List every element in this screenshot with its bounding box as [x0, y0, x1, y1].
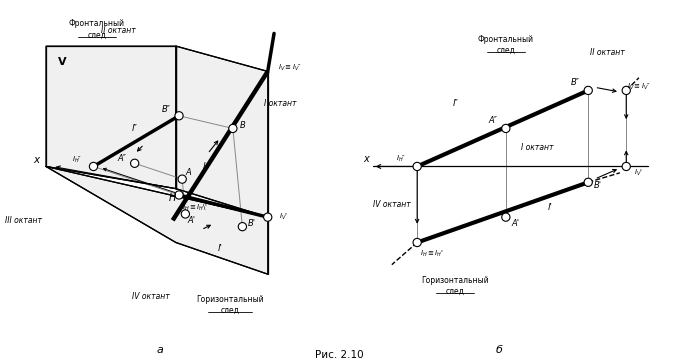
Polygon shape — [46, 46, 176, 189]
Text: A': A' — [187, 216, 196, 225]
Circle shape — [584, 178, 592, 186]
Text: Фронтальный: Фронтальный — [69, 19, 125, 28]
Circle shape — [502, 124, 510, 132]
Text: l″: l″ — [132, 124, 138, 133]
Text: Рис. 2.10: Рис. 2.10 — [315, 350, 364, 360]
Text: след: след — [496, 46, 515, 55]
Text: II октант: II октант — [590, 48, 625, 57]
Text: B″: B″ — [162, 105, 171, 114]
Text: B': B' — [248, 219, 256, 228]
Polygon shape — [176, 46, 268, 217]
Circle shape — [175, 191, 183, 199]
Circle shape — [413, 238, 421, 247]
Text: $I_H$″: $I_H$″ — [73, 155, 83, 165]
Circle shape — [130, 159, 139, 167]
Circle shape — [175, 112, 183, 120]
Text: $I_H$$\equiv$$I_H$\': $I_H$$\equiv$$I_H$\' — [182, 203, 208, 213]
Text: x: x — [363, 154, 369, 163]
Text: а: а — [156, 345, 163, 355]
Text: l″: l″ — [452, 99, 458, 108]
Text: A': A' — [511, 219, 519, 228]
Text: $I_H$″: $I_H$″ — [396, 153, 407, 164]
Text: след: след — [220, 306, 239, 315]
Circle shape — [584, 86, 592, 95]
Text: IV октант: IV октант — [373, 200, 411, 209]
Text: Горизонтальный: Горизонтальный — [422, 276, 489, 285]
Text: $I_V$': $I_V$' — [634, 168, 643, 178]
Text: I октант: I октант — [264, 99, 297, 108]
Text: II октант: II октант — [101, 26, 136, 35]
Text: б: б — [496, 345, 502, 355]
Text: IV октант: IV октант — [132, 292, 169, 301]
Circle shape — [90, 162, 98, 171]
Circle shape — [413, 162, 421, 171]
Text: III октант: III октант — [5, 216, 42, 225]
Text: B: B — [240, 121, 245, 130]
Text: H: H — [169, 193, 177, 203]
Polygon shape — [46, 166, 268, 274]
Circle shape — [178, 175, 186, 183]
Text: след: след — [87, 31, 106, 40]
Text: Фронтальный: Фронтальный — [478, 35, 534, 44]
Text: x: x — [33, 155, 39, 165]
Text: I октант: I октант — [521, 143, 554, 152]
Text: l': l' — [218, 244, 223, 253]
Text: $I_H$$\equiv$$I_H$': $I_H$$\equiv$$I_H$' — [420, 248, 444, 259]
Circle shape — [238, 222, 246, 231]
Circle shape — [622, 162, 630, 171]
Circle shape — [229, 124, 237, 132]
Text: A: A — [185, 168, 191, 177]
Text: B″: B″ — [571, 78, 580, 87]
Text: l': l' — [548, 203, 553, 212]
Circle shape — [622, 86, 630, 95]
Text: A″: A″ — [117, 154, 126, 163]
Text: V: V — [58, 57, 66, 67]
Circle shape — [181, 210, 189, 218]
Text: $I_V$$\equiv$$I_V$″: $I_V$$\equiv$$I_V$″ — [627, 82, 651, 93]
Circle shape — [502, 213, 510, 221]
Text: $I_V$$\equiv$$I_V$″: $I_V$$\equiv$$I_V$″ — [278, 63, 302, 73]
Text: A″: A″ — [489, 116, 498, 125]
Text: след: след — [445, 287, 464, 296]
Text: B': B' — [593, 181, 602, 190]
Text: l: l — [203, 162, 206, 171]
Circle shape — [263, 213, 272, 221]
Text: $I_V$': $I_V$' — [279, 212, 288, 222]
Text: Горизонтальный: Горизонтальный — [196, 295, 263, 304]
